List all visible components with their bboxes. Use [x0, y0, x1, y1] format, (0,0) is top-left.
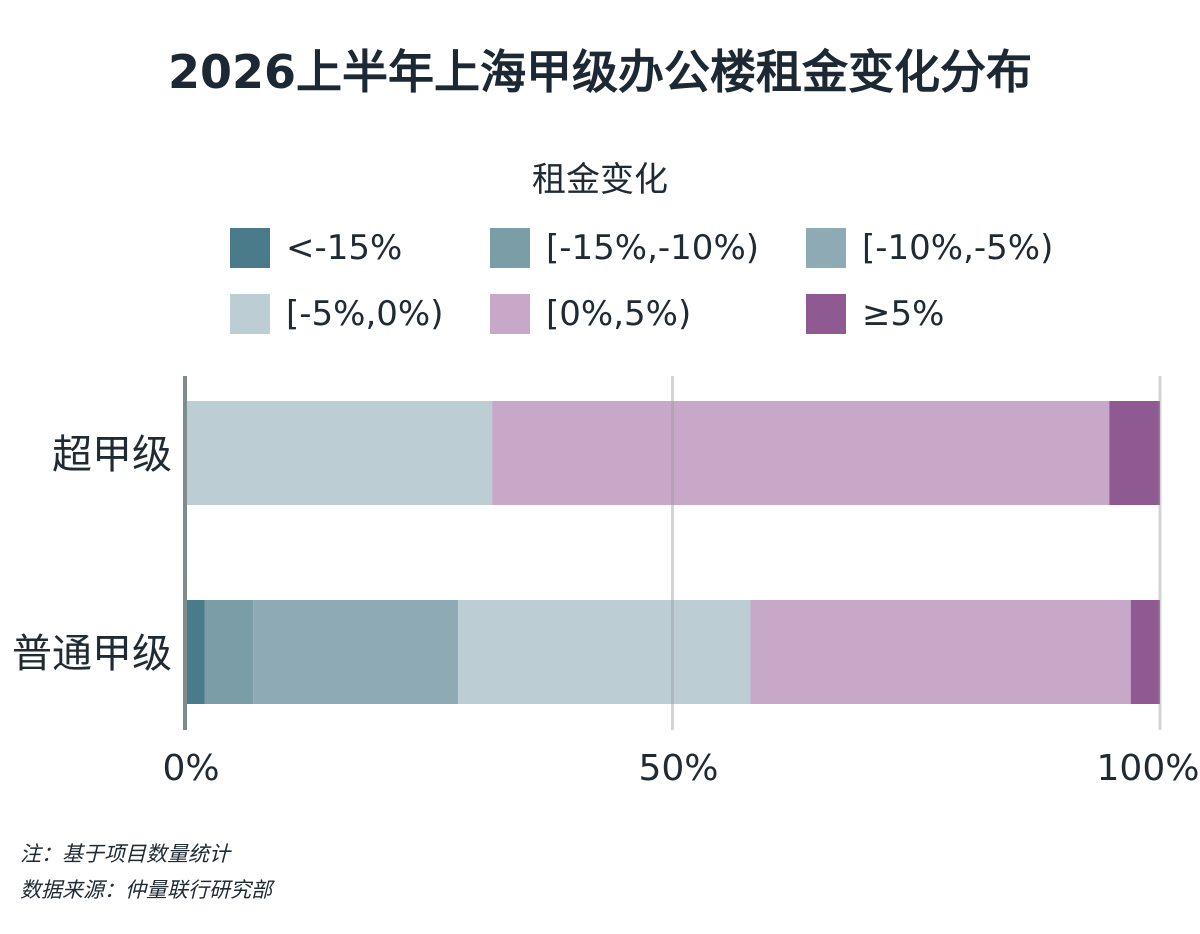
- legend-title: 租金变化: [532, 160, 668, 200]
- footnotes: 注：基于项目数量统计 数据来源：仲量联行研究部: [20, 836, 272, 908]
- bar-segment: [750, 600, 1131, 704]
- bar-segment: [458, 600, 751, 704]
- category-label: 普通甲级: [12, 631, 172, 677]
- legend-swatch: [806, 294, 846, 334]
- x-tick-label: 0%: [162, 748, 219, 789]
- legend-swatch: [490, 228, 530, 268]
- legend-swatch: [230, 228, 270, 268]
- legend-swatch: [806, 228, 846, 268]
- legend-item: [-15%,-10%): [490, 226, 759, 270]
- legend-label: ≥5%: [862, 294, 945, 334]
- bar-segment: [185, 600, 205, 704]
- bar-segment: [185, 401, 493, 505]
- bar-segment: [253, 600, 458, 704]
- legend-label: [-15%,-10%): [546, 228, 760, 268]
- legend-swatch: [230, 294, 270, 334]
- bar-segment: [1109, 401, 1160, 505]
- category-label: 超甲级: [52, 432, 172, 478]
- legend-item: [-10%,-5%): [806, 226, 1053, 270]
- legend-label: [-10%,-5%): [862, 228, 1054, 268]
- note-text: 注：基于项目数量统计: [20, 842, 230, 866]
- bar-segment: [1130, 600, 1160, 704]
- legend-item: [0%,5%): [490, 292, 691, 336]
- bar-segment: [492, 401, 1110, 505]
- x-tick-label: 100%: [1097, 748, 1200, 789]
- legend-label: [0%,5%): [546, 294, 692, 334]
- legend-label: [-5%,0%): [286, 294, 444, 334]
- legend-swatch: [490, 294, 530, 334]
- bar-segment: [204, 600, 254, 704]
- chart-title: 2026上半年上海甲级办公楼租金变化分布: [167, 45, 1033, 99]
- legend-item: [-5%,0%): [230, 292, 443, 336]
- legend-item: <-15%: [230, 226, 402, 270]
- legend-item: ≥5%: [806, 292, 944, 336]
- legend-label: <-15%: [286, 228, 403, 268]
- source-text: 数据来源：仲量联行研究部: [20, 878, 272, 902]
- x-tick-label: 50%: [638, 748, 718, 789]
